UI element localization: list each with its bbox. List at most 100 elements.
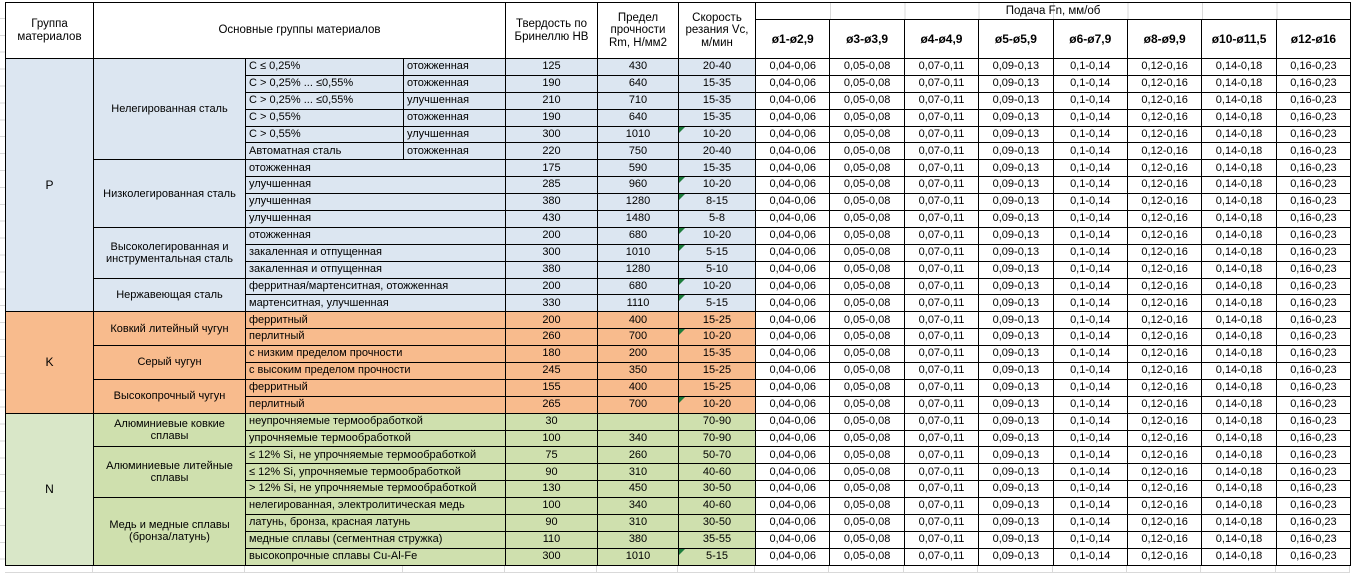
- cell-feed-value[interactable]: 0,12-0,16: [1126, 311, 1203, 330]
- cell-strength-rm[interactable]: 590: [597, 159, 679, 178]
- cell-speed-vc[interactable]: 15-25: [678, 362, 756, 380]
- cell-feed-value[interactable]: 0,16-0,23: [1275, 108, 1352, 127]
- cell-material-condition[interactable]: упрочняемые термообработкой: [245, 429, 506, 448]
- cell-strength-rm[interactable]: 680: [597, 226, 679, 245]
- cell-hardness-hb[interactable]: 200: [505, 226, 598, 245]
- cell-feed-value[interactable]: 0,16-0,23: [1275, 311, 1352, 330]
- cell-feed-value[interactable]: 0,12-0,16: [1126, 395, 1203, 414]
- cell-feed-value[interactable]: 0,04-0,06: [754, 480, 831, 499]
- cell-feed-value[interactable]: 0,09-0,13: [978, 125, 1054, 144]
- cell-feed-value[interactable]: 0,14-0,18: [1201, 159, 1277, 178]
- cell-material-condition[interactable]: ≤ 12% Si, упрочняемые термообработкой: [245, 463, 506, 482]
- cell-feed-value[interactable]: 0,04-0,06: [754, 345, 831, 364]
- cell-feed-value[interactable]: 0,16-0,23: [1275, 530, 1352, 549]
- cell-feed-value[interactable]: 0,16-0,23: [1275, 395, 1352, 414]
- cell-hardness-hb[interactable]: 300: [505, 547, 598, 566]
- cell-feed-value[interactable]: 0,1-0,14: [1052, 463, 1128, 482]
- cell-feed-value[interactable]: 0,09-0,13: [978, 395, 1054, 414]
- cell-material-condition[interactable]: отожженная: [403, 108, 506, 127]
- cell-material-condition[interactable]: улучшенная: [245, 176, 506, 195]
- cell-strength-rm[interactable]: 680: [597, 277, 679, 296]
- cell-material-composition[interactable]: C > 0,25% ... ≤0,55%: [245, 74, 404, 93]
- cell-feed-value[interactable]: 0,04-0,06: [754, 497, 831, 516]
- cell-feed-value[interactable]: 0,16-0,23: [1275, 125, 1352, 144]
- cell-speed-vc[interactable]: 40-60: [678, 497, 756, 516]
- column-header-diameter-range-5[interactable]: ø6-ø7,9: [1052, 19, 1128, 59]
- column-header-diameter-range-1[interactable]: ø1-ø2,9: [754, 19, 831, 59]
- cell-feed-value[interactable]: 0,12-0,16: [1126, 159, 1203, 178]
- cell-feed-value[interactable]: 0,09-0,13: [978, 378, 1054, 397]
- cell-speed-vc[interactable]: 15-35: [678, 108, 756, 127]
- cell-feed-value[interactable]: 0,07-0,11: [903, 193, 980, 212]
- cell-strength-rm[interactable]: 710: [597, 91, 679, 110]
- cell-feed-value[interactable]: 0,07-0,11: [903, 294, 980, 313]
- cell-feed-value[interactable]: 0,09-0,13: [978, 530, 1054, 549]
- cell-feed-value[interactable]: 0,1-0,14: [1052, 108, 1128, 127]
- cell-feed-value[interactable]: 0,09-0,13: [978, 429, 1054, 448]
- cell-feed-value[interactable]: 0,09-0,13: [978, 362, 1054, 380]
- cell-feed-value[interactable]: 0,07-0,11: [903, 328, 980, 347]
- cell-hardness-hb[interactable]: 180: [505, 345, 598, 364]
- cell-feed-value[interactable]: 0,12-0,16: [1126, 514, 1203, 532]
- cell-feed-value[interactable]: 0,04-0,06: [754, 159, 831, 178]
- cell-strength-rm[interactable]: 450: [597, 480, 679, 499]
- cell-feed-value[interactable]: 0,1-0,14: [1052, 514, 1128, 532]
- cell-material-subgroup[interactable]: Медь и медные сплавы (бронза/латунь): [93, 497, 246, 566]
- cell-feed-value[interactable]: 0,05-0,08: [829, 176, 905, 195]
- cell-material-condition[interactable]: улучшенная: [245, 193, 506, 212]
- cell-feed-value[interactable]: 0,07-0,11: [903, 210, 980, 228]
- cell-feed-value[interactable]: 0,14-0,18: [1201, 514, 1277, 532]
- cell-hardness-hb[interactable]: 155: [505, 378, 598, 397]
- cell-feed-value[interactable]: 0,05-0,08: [829, 294, 905, 313]
- cell-hardness-hb[interactable]: 90: [505, 463, 598, 482]
- cell-feed-value[interactable]: 0,09-0,13: [978, 412, 1054, 431]
- cell-feed-value[interactable]: 0,09-0,13: [978, 547, 1054, 566]
- cell-feed-value[interactable]: 0,14-0,18: [1201, 547, 1277, 566]
- cell-feed-value[interactable]: 0,16-0,23: [1275, 429, 1352, 448]
- cell-feed-value[interactable]: 0,04-0,06: [754, 311, 831, 330]
- cell-feed-value[interactable]: 0,1-0,14: [1052, 74, 1128, 93]
- cell-feed-value[interactable]: 0,1-0,14: [1052, 429, 1128, 448]
- cell-feed-value[interactable]: 0,14-0,18: [1201, 125, 1277, 144]
- cell-feed-value[interactable]: 0,09-0,13: [978, 463, 1054, 482]
- cell-feed-value[interactable]: 0,05-0,08: [829, 446, 905, 465]
- cell-feed-value[interactable]: 0,12-0,16: [1126, 463, 1203, 482]
- cell-feed-value[interactable]: 0,1-0,14: [1052, 328, 1128, 347]
- cell-feed-value[interactable]: 0,07-0,11: [903, 446, 980, 465]
- cell-speed-vc[interactable]: 15-35: [678, 91, 756, 110]
- cell-hardness-hb[interactable]: 380: [505, 260, 598, 279]
- cell-material-condition[interactable]: перлитный: [245, 395, 506, 414]
- cell-feed-value[interactable]: 0,1-0,14: [1052, 497, 1128, 516]
- cell-material-condition[interactable]: улучшенная: [245, 210, 506, 228]
- cell-feed-value[interactable]: 0,14-0,18: [1201, 210, 1277, 228]
- cell-hardness-hb[interactable]: 330: [505, 294, 598, 313]
- cell-speed-vc[interactable]: 20-40: [678, 142, 756, 161]
- cell-hardness-hb[interactable]: 100: [505, 497, 598, 516]
- cell-hardness-hb[interactable]: 285: [505, 176, 598, 195]
- cell-material-composition[interactable]: Автоматная сталь: [245, 142, 404, 161]
- cell-feed-value[interactable]: 0,09-0,13: [978, 514, 1054, 532]
- cell-feed-value[interactable]: 0,12-0,16: [1126, 260, 1203, 279]
- cell-feed-value[interactable]: 0,14-0,18: [1201, 142, 1277, 161]
- column-header-diameter-range-6[interactable]: ø8-ø9,9: [1126, 19, 1203, 59]
- cell-feed-value[interactable]: 0,1-0,14: [1052, 210, 1128, 228]
- cell-feed-value[interactable]: 0,16-0,23: [1275, 193, 1352, 212]
- cell-feed-value[interactable]: 0,14-0,18: [1201, 74, 1277, 93]
- cell-feed-value[interactable]: 0,14-0,18: [1201, 378, 1277, 397]
- cell-speed-vc[interactable]: 10-20: [678, 395, 756, 414]
- cell-hardness-hb[interactable]: 75: [505, 446, 598, 465]
- cell-feed-value[interactable]: 0,09-0,13: [978, 294, 1054, 313]
- cell-material-condition[interactable]: ферритный: [245, 378, 506, 397]
- cell-hardness-hb[interactable]: 175: [505, 159, 598, 178]
- cell-feed-value[interactable]: 0,04-0,06: [754, 142, 831, 161]
- cell-feed-value[interactable]: 0,14-0,18: [1201, 294, 1277, 313]
- cell-feed-value[interactable]: 0,1-0,14: [1052, 58, 1128, 76]
- cell-hardness-hb[interactable]: 430: [505, 210, 598, 228]
- cell-material-group-letter[interactable]: K: [5, 311, 94, 414]
- cell-speed-vc[interactable]: 40-60: [678, 463, 756, 482]
- cell-feed-value[interactable]: 0,05-0,08: [829, 58, 905, 76]
- cell-feed-value[interactable]: 0,09-0,13: [978, 108, 1054, 127]
- cell-feed-value[interactable]: 0,16-0,23: [1275, 74, 1352, 93]
- cell-feed-value[interactable]: 0,14-0,18: [1201, 395, 1277, 414]
- cell-speed-vc[interactable]: 15-35: [678, 345, 756, 364]
